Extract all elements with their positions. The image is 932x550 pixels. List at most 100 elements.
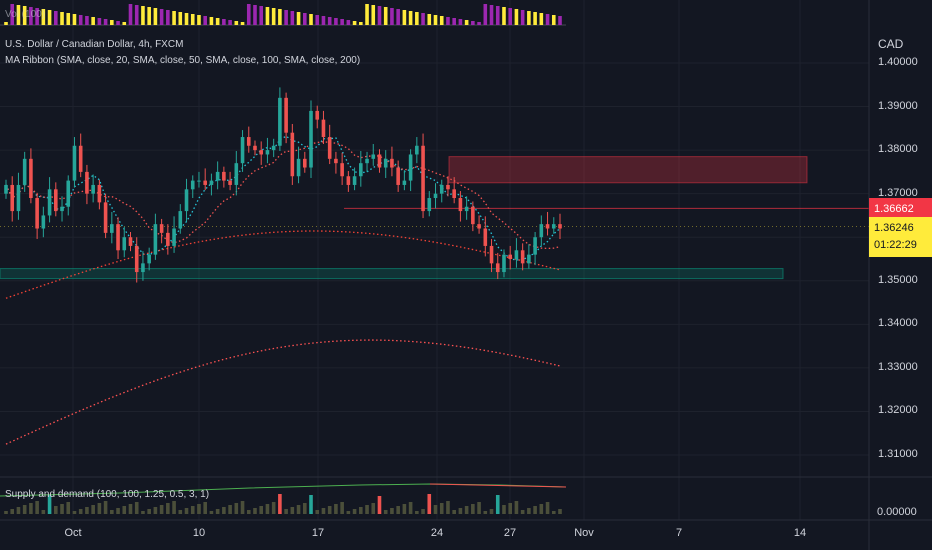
candle-body — [408, 154, 413, 181]
volume-bar — [340, 19, 344, 25]
volume-bar — [489, 5, 494, 25]
candle-body — [128, 237, 133, 246]
volume-bar — [234, 21, 239, 25]
price-tick: 1.37000 — [878, 186, 918, 199]
indicator-bar — [10, 509, 15, 514]
candle-body — [184, 189, 189, 212]
symbol-title[interactable]: U.S. Dollar / Canadian Dollar, 4h, FXCM — [5, 39, 184, 50]
indicator-bar — [365, 505, 369, 514]
currency-label[interactable]: CAD — [878, 37, 904, 51]
volume-bar — [209, 17, 214, 25]
volume-bar — [514, 9, 519, 25]
volume-bar — [302, 13, 307, 25]
indicator-bar — [172, 501, 176, 514]
volume-bar — [85, 16, 89, 25]
time-tick: 7 — [675, 527, 683, 539]
candle-body — [53, 189, 58, 212]
volume-bar — [41, 9, 46, 25]
volume-bar — [433, 15, 438, 25]
volume-bar — [178, 12, 183, 25]
volume-bar — [240, 22, 245, 25]
candle-body — [402, 180, 407, 185]
candle-body — [265, 150, 270, 155]
candle-body — [246, 137, 251, 146]
indicator-bar — [558, 509, 562, 514]
price-tick: 1.39000 — [878, 99, 918, 112]
volume-bar — [203, 16, 207, 25]
indicator-bar — [514, 501, 519, 514]
candle-body — [502, 254, 506, 273]
volume-bar — [352, 21, 357, 25]
indicator-bar — [103, 501, 108, 514]
candle-body — [91, 184, 95, 194]
indicator-bar — [352, 509, 357, 514]
candle-body — [178, 211, 183, 229]
volume-bar — [53, 11, 58, 25]
volume-bar — [452, 18, 456, 25]
indicator-bar — [371, 503, 376, 514]
indicator-bar — [327, 506, 332, 514]
indicator-bar — [290, 507, 295, 514]
indicator-bar — [222, 507, 226, 514]
indicator-bar — [35, 501, 39, 514]
candle-body — [259, 150, 264, 155]
candle-body — [427, 198, 432, 212]
volume-bar — [35, 8, 39, 25]
candle-body — [421, 145, 425, 212]
indicator-bar — [97, 503, 102, 514]
indicator-bar — [209, 511, 214, 514]
indicator-bar — [346, 511, 351, 514]
indicator-bar — [464, 506, 469, 514]
candle-body — [290, 132, 295, 177]
indicator-bar — [178, 510, 183, 514]
indicator-bar — [545, 502, 550, 514]
candle-body — [35, 198, 39, 229]
volume-bar — [527, 11, 531, 25]
indicator-bar — [259, 506, 264, 514]
indicator-bar — [408, 502, 413, 514]
volume-bar — [22, 6, 27, 25]
indicator-bar — [520, 510, 525, 514]
indicator-bar — [122, 506, 127, 514]
indicator-bar — [539, 504, 544, 514]
volume-bar — [60, 12, 64, 25]
volume-bar — [134, 5, 139, 25]
volume-bar — [278, 9, 282, 25]
candle-body — [551, 224, 556, 229]
candle-body — [60, 206, 64, 212]
candle-body — [533, 237, 537, 255]
candle-body — [153, 224, 158, 255]
candle-body — [458, 198, 463, 212]
indicator-bar — [22, 505, 27, 514]
ma200-line — [5, 339, 561, 445]
volume-bar — [377, 6, 382, 25]
volume-bar — [359, 22, 363, 25]
volume-bar — [10, 4, 15, 25]
candle-body — [85, 171, 89, 194]
candle-body — [452, 189, 456, 199]
ma-ribbon — [5, 135, 561, 445]
candle-body — [464, 206, 469, 212]
volume-bar — [558, 16, 562, 25]
indicator-bar — [551, 511, 556, 514]
indicator-bar — [284, 509, 288, 514]
supply-demand-legend[interactable]: Supply and demand (100, 100, 1.25, 0.5, … — [5, 489, 210, 500]
volume-bar — [159, 9, 164, 25]
indicator-bar — [215, 509, 220, 514]
indicator-bar — [271, 502, 276, 514]
indicator-bar — [359, 507, 363, 514]
indicator-bar — [527, 508, 531, 514]
candle-body — [240, 137, 245, 164]
candle-body — [228, 180, 232, 185]
volume-bar — [4, 22, 8, 25]
indicator-bar — [4, 511, 8, 514]
price-tick: 1.35000 — [878, 273, 918, 286]
indicator-bar — [278, 494, 282, 514]
ma-ribbon-legend[interactable]: MA Ribbon (SMA, close, 20, SMA, close, 5… — [5, 55, 361, 66]
candle-body — [172, 228, 176, 246]
volume-bar — [502, 7, 506, 25]
volume-bar — [458, 19, 463, 25]
price-tick: 1.33000 — [878, 360, 918, 373]
price-tick: 1.34000 — [878, 317, 918, 330]
